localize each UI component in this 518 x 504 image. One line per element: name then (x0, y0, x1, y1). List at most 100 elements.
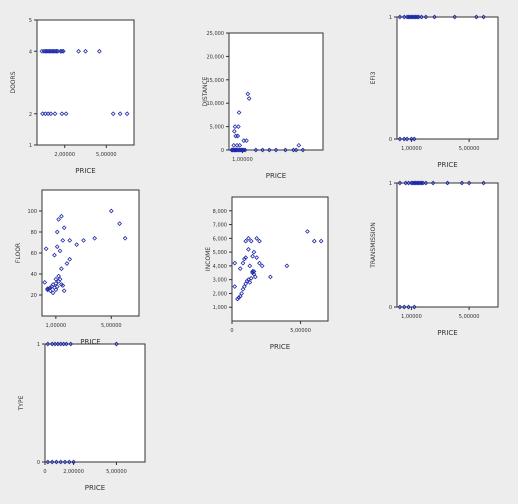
data-point (122, 235, 128, 241)
x-tick-label: 5,00000 (96, 152, 117, 158)
data-point (62, 459, 68, 465)
data-point (54, 459, 59, 465)
y-tick-label: 60 (31, 251, 37, 257)
data-point (71, 459, 76, 465)
y-tick-label: 7,000 (213, 223, 227, 229)
y-tick-label: 8,000 (213, 209, 227, 215)
data-point (49, 459, 55, 465)
x-tick-label: 0 (43, 469, 46, 475)
data-point (60, 283, 66, 288)
data-point (452, 14, 458, 20)
scatter-panel-7: 0 2,00000 5,00000 0 1 PRICE TYPE (18, 341, 146, 492)
data-point (445, 180, 450, 186)
y-tick-label: 20,000 (207, 54, 225, 60)
data-point (254, 235, 260, 241)
data-point (236, 110, 242, 115)
y-tick-label: 100 (27, 209, 37, 215)
data-point (110, 111, 116, 117)
data-point (473, 14, 479, 20)
data-point (96, 48, 102, 54)
data-point (57, 248, 63, 254)
data-point (248, 275, 254, 281)
data-point (64, 261, 70, 266)
data-point (243, 238, 249, 244)
data-point (74, 242, 80, 247)
data-point (45, 341, 51, 347)
data-point (56, 217, 61, 222)
data-point (397, 14, 403, 20)
data-point (247, 263, 253, 269)
x-axis-label: PRICE (80, 338, 100, 346)
data-point (53, 287, 59, 293)
data-point (251, 249, 257, 255)
data-point (117, 221, 122, 226)
data-point (67, 256, 73, 262)
data-point (52, 252, 57, 258)
data-point (300, 147, 306, 153)
data-point (57, 276, 63, 282)
data-point (64, 341, 69, 347)
y-tick-label: 10,000 (207, 101, 225, 107)
data-point (266, 147, 272, 153)
y-axis-label: FLOOR (15, 243, 22, 263)
scatter-panel-2: 1,00000 0 5,000 10,000 15,000 20,000 25,000 PRI… (202, 31, 324, 180)
y-tick-label: 40 (31, 272, 37, 278)
data-point (76, 48, 81, 54)
x-tick-label: 2,00000 (54, 152, 75, 158)
data-point (59, 48, 65, 54)
scatter-panel-6: 1,00000 5,00000 0 1 PRICE TRANSMISSION (370, 180, 499, 337)
data-point (246, 246, 251, 252)
data-point (246, 235, 251, 241)
data-point (459, 180, 465, 186)
data-point (50, 290, 56, 296)
y-axis-label: DOORS (10, 71, 17, 93)
data-point (232, 284, 238, 289)
data-point (481, 180, 486, 186)
data-point (246, 96, 252, 101)
y-tick-label: 0 (389, 305, 392, 311)
data-point (238, 147, 244, 153)
data-point (419, 14, 424, 20)
data-point (43, 246, 49, 252)
data-point (108, 208, 114, 214)
y-axis-label: INCOME (205, 247, 212, 271)
data-point (419, 180, 424, 186)
y-tick-label: 15,000 (207, 78, 225, 84)
data-point (236, 295, 242, 300)
y-tick-label: 5 (29, 18, 32, 24)
x-tick-label: 2,00000 (63, 469, 84, 475)
data-point (60, 238, 66, 243)
scatter-panel-1: 2,00000 5,00000 1 2 4 5 PRICE DOORS (10, 18, 135, 175)
data-point (53, 281, 59, 286)
data-point (47, 285, 53, 291)
data-point (42, 280, 48, 285)
data-point (235, 133, 241, 139)
x-tick-label: 5,00000 (459, 314, 480, 320)
data-point (60, 48, 66, 54)
y-tick-label: 4,000 (213, 264, 227, 270)
y-tick-label: 2,000 (213, 291, 227, 297)
data-point (404, 136, 410, 142)
data-point (259, 263, 265, 269)
data-point (414, 14, 420, 20)
data-point (52, 111, 58, 117)
data-point (254, 255, 260, 260)
data-point (432, 14, 437, 20)
data-point (242, 147, 248, 153)
data-point (59, 111, 65, 117)
data-point (411, 136, 417, 142)
data-point (253, 147, 259, 153)
y-tick-label: 0 (37, 460, 40, 466)
data-point (296, 142, 302, 148)
data-point (397, 136, 403, 142)
x-tick-label: 5,00000 (101, 323, 122, 329)
plot-area (396, 182, 499, 308)
data-point (284, 263, 290, 269)
plot-area (44, 343, 146, 463)
x-tick-label: 1,00000 (401, 314, 422, 320)
x-tick-label: 5,00000 (459, 146, 480, 152)
data-point (232, 260, 238, 266)
data-point (257, 238, 262, 244)
data-point (114, 341, 119, 347)
